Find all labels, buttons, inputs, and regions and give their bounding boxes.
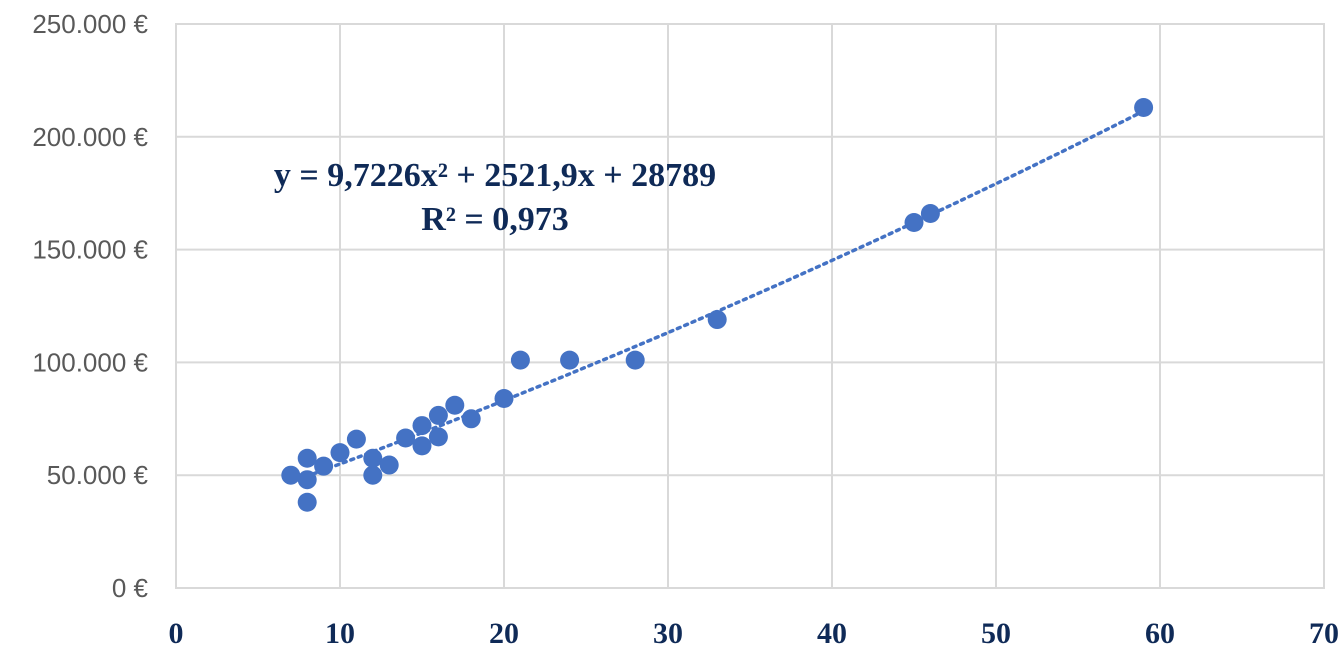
data-point — [281, 465, 301, 485]
data-point — [1134, 97, 1154, 117]
data-point — [363, 465, 383, 485]
x-tick-label: 10 — [325, 617, 355, 648]
data-point — [461, 409, 481, 429]
y-tick-label: 150.000 € — [32, 235, 148, 265]
x-tick-label: 20 — [489, 617, 519, 648]
data-point — [510, 350, 530, 370]
data-point — [412, 416, 432, 436]
data-point — [920, 204, 940, 224]
data-point — [625, 350, 645, 370]
data-point — [707, 310, 727, 330]
x-tick-label: 70 — [1309, 617, 1339, 648]
x-axis-tick-labels: 0 10 20 30 40 50 60 70 — [169, 617, 1340, 648]
y-tick-label: 200.000 € — [32, 122, 148, 152]
y-tick-label: 0 € — [112, 573, 149, 603]
data-point — [346, 429, 366, 449]
data-point — [428, 405, 448, 425]
data-point — [904, 213, 924, 233]
data-point — [445, 395, 465, 415]
data-point — [560, 350, 580, 370]
y-tick-label: 100.000 € — [32, 347, 148, 377]
data-point — [297, 470, 317, 490]
data-point — [297, 492, 317, 512]
data-point — [330, 443, 350, 463]
x-tick-label: 40 — [817, 617, 847, 648]
x-tick-label: 50 — [981, 617, 1011, 648]
x-tick-label: 30 — [653, 617, 683, 648]
y-tick-label: 250.000 € — [32, 9, 148, 39]
data-point — [428, 427, 448, 447]
data-point — [494, 388, 514, 408]
data-points — [281, 97, 1154, 512]
plot-area — [175, 23, 1325, 589]
data-point — [379, 455, 399, 475]
data-point — [412, 436, 432, 456]
trendline-r-squared: R² = 0,973 — [421, 201, 569, 238]
y-tick-label: 50.000 € — [47, 460, 149, 490]
y-axis-tick-labels: 0 € 50.000 € 100.000 € 150.000 € 200.000 € 25… — [32, 9, 148, 603]
x-tick-label: 60 — [1145, 617, 1175, 648]
data-point — [297, 448, 317, 468]
x-tick-label: 0 — [169, 617, 184, 648]
trendline-equation: y = 9,7226x² + 2521,9x + 28789 — [274, 157, 716, 194]
data-point — [314, 456, 334, 476]
data-point — [363, 448, 383, 468]
data-point — [396, 428, 416, 448]
